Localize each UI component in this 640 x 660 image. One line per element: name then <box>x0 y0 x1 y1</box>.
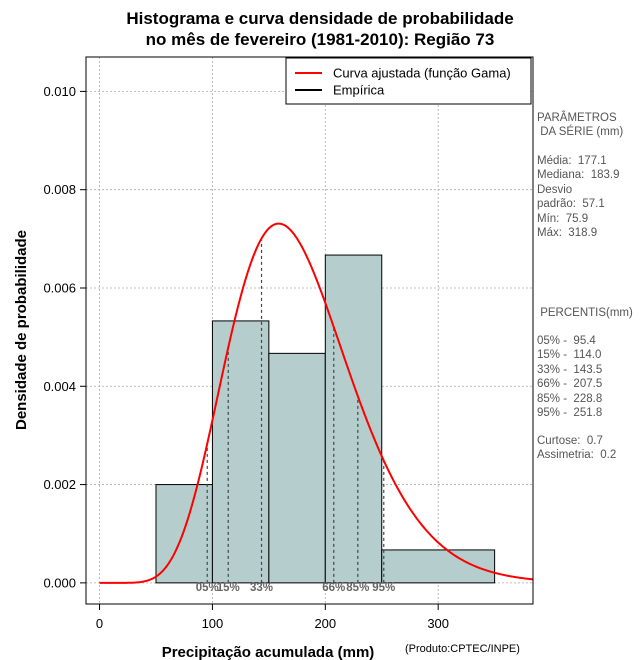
percentile-label: 95% <box>372 582 395 594</box>
params-heading: PARÂMETROS DA SÉRIE (mm) <box>537 112 624 139</box>
chart-title-line2: no mês de fevereiro (1981-2010): Região … <box>145 30 495 49</box>
y-tick-label: 0.000 <box>43 575 76 590</box>
x-tick-label: 0 <box>96 616 103 631</box>
x-tick-label: 300 <box>427 616 449 631</box>
legend-label-fit: Curva ajustada (função Gama) <box>333 66 511 81</box>
x-tick-label: 200 <box>314 616 336 631</box>
histogram-bar <box>211 320 270 584</box>
percentile-lines <box>206 238 385 583</box>
y-tick-label: 0.008 <box>43 182 76 197</box>
percentile-label: 85% <box>346 582 369 594</box>
stats-body: Curtose: 0.7 Assimetria: 0.2 <box>537 435 617 462</box>
axis-ticks: 0 100 200 300 0.000 0.002 0.004 0.006 0.008 0.010 <box>43 84 449 631</box>
percentile-label: 05% <box>196 582 219 594</box>
percentis-heading: PERCENTIS(mm) <box>537 307 633 319</box>
x-tick-label: 100 <box>202 616 224 631</box>
credit-text: (Produto:CPTEC/INPE) <box>405 643 520 655</box>
legend-box <box>285 57 532 105</box>
y-tick-label: 0.006 <box>43 280 76 295</box>
params-body: Média: 177.1 Mediana: 183.9 Desvio padrã… <box>537 155 620 240</box>
percentis-body: 05% - 95.4 15% - 114.0 33% - 143.5 66% -… <box>537 335 603 420</box>
histogram-bar <box>268 352 326 584</box>
percentile-label: 66% <box>322 582 345 594</box>
y-tick-label: 0.002 <box>43 477 76 492</box>
gamma-curve <box>99 222 534 584</box>
histogram-bar <box>324 254 383 584</box>
chart-title-line1: Histograma e curva densidade de probabil… <box>126 9 514 28</box>
percentile-label: 33% <box>250 582 273 594</box>
gamma-curve-path <box>99 222 534 584</box>
percentile-label: 15% <box>217 582 240 594</box>
histogram-bars <box>155 254 496 584</box>
plot-frame <box>85 56 534 605</box>
percentile-labels: 05%15% 33% 66% 85% 95% <box>196 582 396 594</box>
legend-label-empirical: Empírica <box>333 83 385 98</box>
y-tick-label: 0.010 <box>43 84 76 99</box>
legend: Curva ajustada (função Gama) Empírica <box>285 57 532 105</box>
y-axis-title: Densidade de probabilidade <box>13 230 30 430</box>
x-axis-title: Precipitação acumulada (mm) <box>162 644 375 660</box>
y-tick-label: 0.004 <box>43 379 76 394</box>
